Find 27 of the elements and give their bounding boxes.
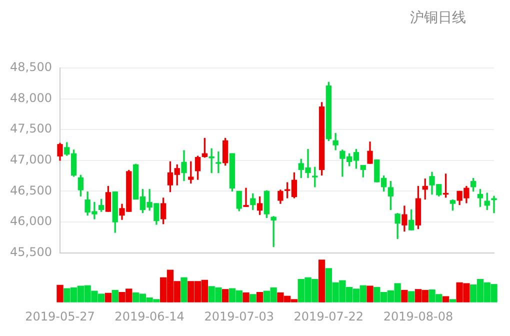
bar: [318, 260, 326, 302]
y-tick-label: 45,500: [10, 244, 52, 259]
y-tick-label: 48,000: [10, 90, 52, 105]
bar: [222, 289, 229, 302]
y-tick-label: 46,500: [10, 183, 52, 198]
x-tick-label: 2019-07-22: [294, 309, 364, 324]
bar: [401, 290, 408, 302]
bar: [256, 292, 264, 302]
bar: [112, 290, 118, 302]
y-tick-label: 46,000: [10, 214, 52, 228]
x-tick-label: 2019-08-08: [383, 309, 454, 324]
bar: [180, 277, 188, 302]
x-tick-label: 2019-06-14: [114, 309, 184, 324]
bar: [449, 299, 456, 302]
chart-title: 沪铜日线: [410, 9, 466, 27]
bar: [366, 286, 374, 302]
x-tick-label: 2019-07-03: [204, 309, 274, 324]
bar: [408, 291, 415, 302]
bar: [442, 296, 450, 302]
x-tick-label: 2019-05-27: [25, 309, 95, 324]
y-tick-label: 47,500: [10, 122, 52, 136]
y-tick-label: 48,500: [10, 60, 52, 74]
y-tick-label: 47,000: [10, 152, 52, 167]
bar: [56, 284, 64, 302]
bar: [250, 294, 256, 302]
bar: [242, 292, 250, 302]
bar: [104, 292, 112, 302]
